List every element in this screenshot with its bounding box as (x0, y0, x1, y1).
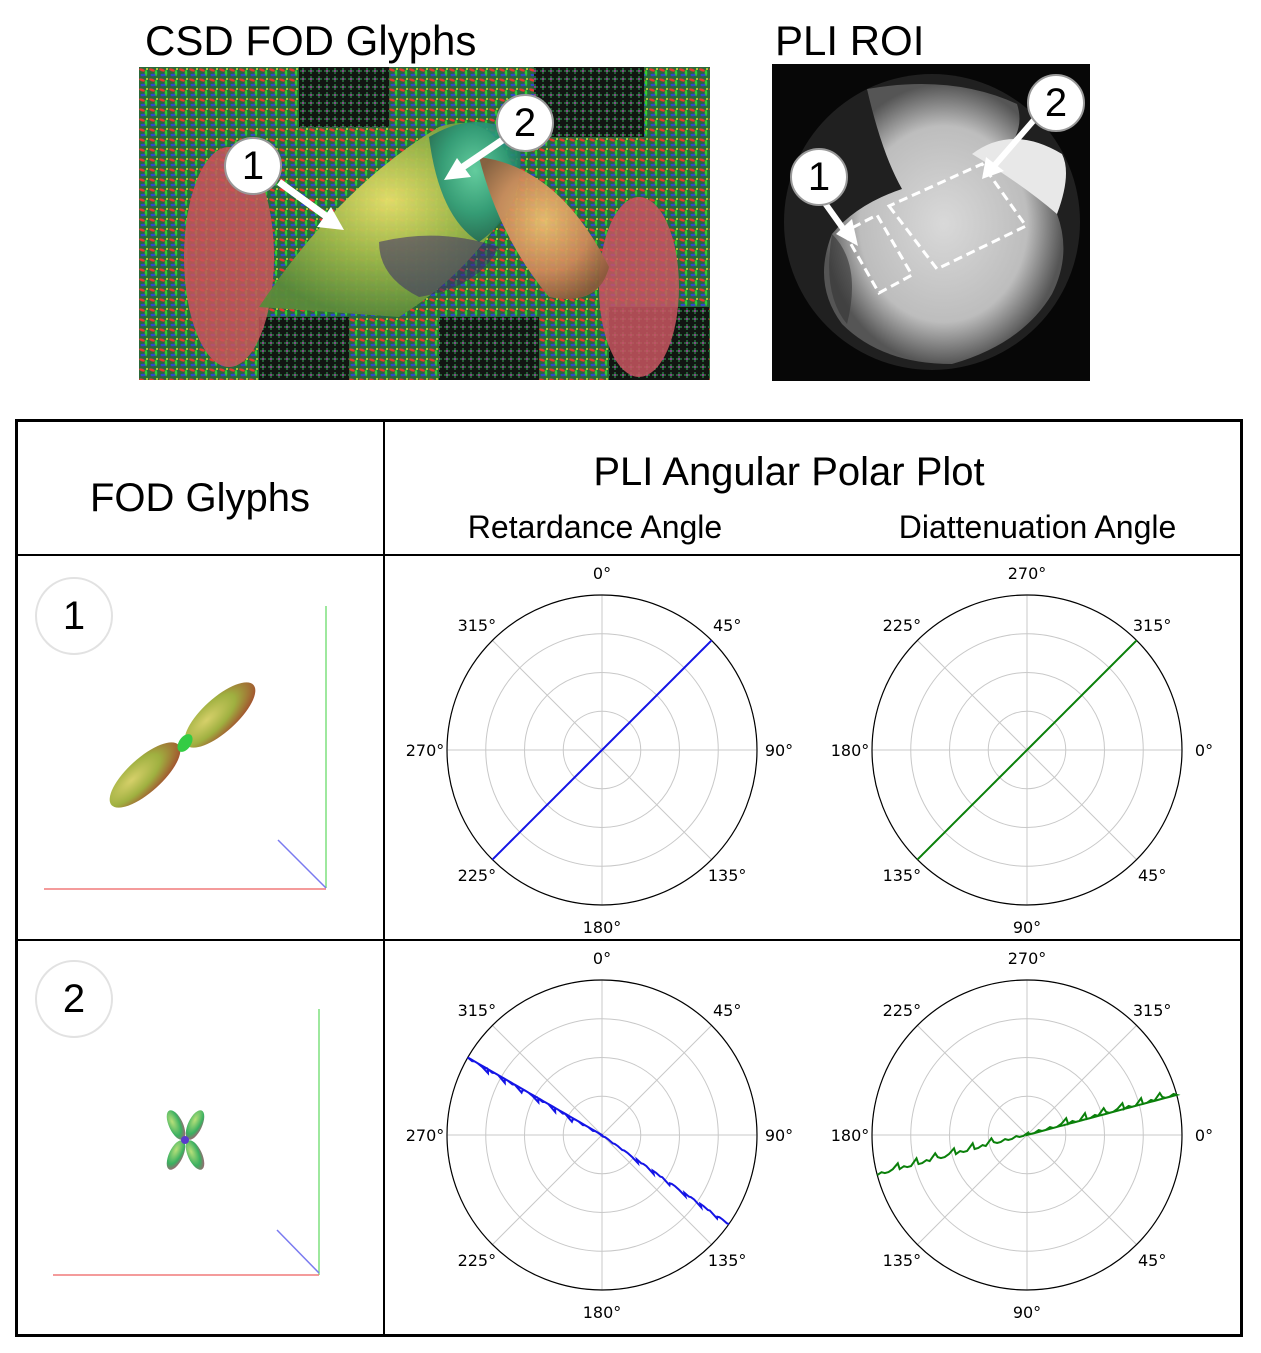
fod-glyph-1 (30, 600, 340, 900)
row-badge-1: 1 (35, 577, 113, 655)
polar-tick-label: 90° (1013, 1303, 1041, 1320)
csd-fod-glyphs-image: 1 2 (139, 67, 710, 380)
polar-tick-label: 225° (458, 866, 497, 885)
pli-roi-image: 1 2 (772, 64, 1090, 381)
polar-tick-label: 135° (708, 1251, 747, 1270)
callout-arrow-2 (455, 136, 506, 174)
polar-plot-diattenuation-2: 270° 315° 0° 45° 90° 135° 180° 225° (830, 949, 1230, 1322)
subheader-retardance-angle: Retardance Angle (467, 509, 723, 545)
roi-box-1 (841, 213, 915, 296)
polar-tick-label: 315° (458, 616, 497, 635)
fod-callout-2: 2 (496, 94, 554, 152)
polar-trace (916, 639, 1138, 861)
polar-tick-label: 270° (1008, 565, 1047, 583)
polar-tick-label: 315° (1133, 1001, 1172, 1020)
polar-tick-label: 45° (713, 1001, 741, 1020)
polar-tick-label: 135° (883, 1251, 922, 1270)
polar-tick-label: 270° (1008, 950, 1047, 968)
polar-trace (876, 1091, 1181, 1176)
fod-glyph-2 (45, 1005, 335, 1280)
header-fod-glyphs: FOD Glyphs (89, 476, 311, 520)
header-pli-polar-plot: PLI Angular Polar Plot (593, 450, 985, 494)
polar-tick-label: 0° (593, 950, 611, 968)
polar-tick-label: 270° (406, 1126, 445, 1145)
polar-trace (467, 1056, 730, 1225)
pli-roi-title: PLI ROI (775, 17, 925, 64)
polar-trace (491, 639, 713, 861)
roi-callout-1: 1 (790, 148, 848, 206)
polar-tick-label: 225° (883, 616, 922, 635)
polar-tick-label: 45° (713, 616, 741, 635)
polar-tick-label: 0° (593, 565, 611, 583)
polar-tick-label: 180° (831, 1126, 870, 1145)
polar-tick-label: 180° (583, 1303, 622, 1320)
polar-tick-label: 180° (831, 741, 870, 760)
polar-tick-label: 180° (583, 918, 622, 935)
polar-tick-label: 45° (1138, 1251, 1166, 1270)
subheader-diattenuation-angle: Diattenuation Angle (898, 509, 1177, 545)
polar-plot-diattenuation-1: 270° 315° 0° 45° 90° 135° 180° 225° (830, 564, 1230, 937)
polar-tick-label: 45° (1138, 866, 1166, 885)
row-badge-2: 2 (35, 960, 113, 1038)
roi-callout-2: 2 (1027, 74, 1085, 132)
polar-tick-label: 90° (765, 741, 793, 760)
polar-tick-label: 135° (708, 866, 747, 885)
comparison-table (15, 419, 1243, 1337)
polar-tick-label: 225° (883, 1001, 922, 1020)
polar-tick-label: 0° (1195, 1126, 1213, 1145)
callout-arrow-1 (276, 179, 337, 225)
polar-tick-label: 315° (458, 1001, 497, 1020)
polar-plot-retardance-2: 0° 45° 90° 135° 180° 225° 270° 315° (405, 949, 805, 1322)
polar-tick-label: 270° (406, 741, 445, 760)
roi-box-2 (886, 162, 1029, 271)
polar-tick-label: 90° (765, 1126, 793, 1145)
polar-plot-retardance-1: 0° 45° 90° 135° 180° 225° 270° 315° (405, 564, 805, 937)
polar-tick-label: 0° (1195, 741, 1213, 760)
fod-callout-1: 1 (224, 137, 282, 195)
polar-tick-label: 225° (458, 1251, 497, 1270)
polar-tick-label: 90° (1013, 918, 1041, 935)
polar-tick-label: 315° (1133, 616, 1172, 635)
csd-fod-title: CSD FOD Glyphs (145, 17, 477, 64)
polar-tick-label: 135° (883, 866, 922, 885)
